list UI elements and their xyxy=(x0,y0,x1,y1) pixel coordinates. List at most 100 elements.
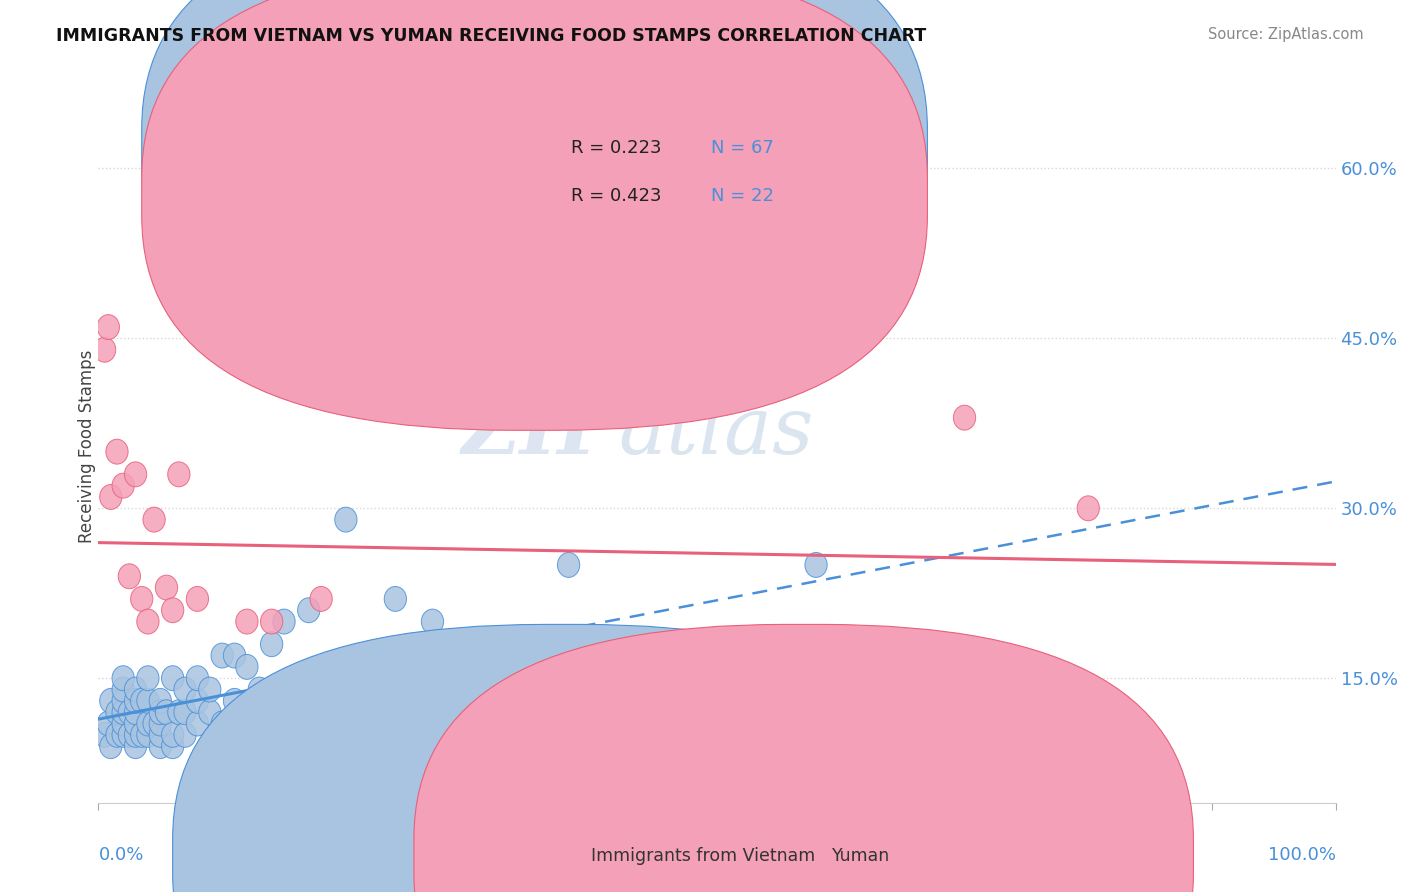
Ellipse shape xyxy=(247,677,270,702)
Ellipse shape xyxy=(93,337,115,362)
FancyBboxPatch shape xyxy=(142,0,928,430)
Ellipse shape xyxy=(174,677,197,702)
Ellipse shape xyxy=(211,643,233,668)
Ellipse shape xyxy=(112,689,135,714)
Ellipse shape xyxy=(422,609,444,634)
Ellipse shape xyxy=(260,632,283,657)
Text: Source: ZipAtlas.com: Source: ZipAtlas.com xyxy=(1208,27,1364,42)
Text: 0.0%: 0.0% xyxy=(98,846,143,863)
Ellipse shape xyxy=(112,711,135,736)
Ellipse shape xyxy=(1077,496,1099,521)
Text: IMMIGRANTS FROM VIETNAM VS YUMAN RECEIVING FOOD STAMPS CORRELATION CHART: IMMIGRANTS FROM VIETNAM VS YUMAN RECEIVI… xyxy=(56,27,927,45)
Ellipse shape xyxy=(186,689,208,714)
Ellipse shape xyxy=(198,699,221,724)
Text: atlas: atlas xyxy=(619,393,814,470)
Ellipse shape xyxy=(105,439,128,464)
Ellipse shape xyxy=(236,609,259,634)
FancyBboxPatch shape xyxy=(482,103,877,239)
Ellipse shape xyxy=(124,734,146,758)
Ellipse shape xyxy=(118,699,141,724)
Ellipse shape xyxy=(136,723,159,747)
Ellipse shape xyxy=(162,734,184,758)
Ellipse shape xyxy=(112,473,135,498)
Ellipse shape xyxy=(162,598,184,623)
Ellipse shape xyxy=(557,552,579,577)
Ellipse shape xyxy=(143,508,166,533)
Ellipse shape xyxy=(155,699,177,724)
Ellipse shape xyxy=(149,689,172,714)
Ellipse shape xyxy=(131,689,153,714)
Ellipse shape xyxy=(136,689,159,714)
FancyBboxPatch shape xyxy=(173,624,952,892)
FancyBboxPatch shape xyxy=(413,624,1194,892)
Ellipse shape xyxy=(186,711,208,736)
Ellipse shape xyxy=(136,609,159,634)
Ellipse shape xyxy=(174,699,197,724)
Ellipse shape xyxy=(167,462,190,487)
Ellipse shape xyxy=(149,734,172,758)
Ellipse shape xyxy=(520,756,543,781)
Ellipse shape xyxy=(186,586,208,611)
Ellipse shape xyxy=(149,723,172,747)
Text: 100.0%: 100.0% xyxy=(1268,846,1336,863)
Ellipse shape xyxy=(112,699,135,724)
Ellipse shape xyxy=(953,405,976,430)
Ellipse shape xyxy=(97,711,120,736)
Ellipse shape xyxy=(211,711,233,736)
Ellipse shape xyxy=(100,689,122,714)
Text: ZIP: ZIP xyxy=(461,393,619,470)
Ellipse shape xyxy=(335,508,357,533)
Ellipse shape xyxy=(360,655,382,680)
Ellipse shape xyxy=(149,699,172,724)
Ellipse shape xyxy=(224,689,246,714)
Ellipse shape xyxy=(124,677,146,702)
Ellipse shape xyxy=(100,484,122,509)
Ellipse shape xyxy=(706,665,728,690)
Text: N = 67: N = 67 xyxy=(711,139,773,157)
Text: R = 0.423: R = 0.423 xyxy=(571,187,662,205)
Ellipse shape xyxy=(768,655,790,680)
Ellipse shape xyxy=(309,586,332,611)
Ellipse shape xyxy=(143,711,166,736)
Ellipse shape xyxy=(124,689,146,714)
Text: Yuman: Yuman xyxy=(832,847,890,865)
Ellipse shape xyxy=(131,723,153,747)
Ellipse shape xyxy=(124,699,146,724)
Ellipse shape xyxy=(186,665,208,690)
Ellipse shape xyxy=(273,609,295,634)
Ellipse shape xyxy=(236,699,259,724)
Ellipse shape xyxy=(162,723,184,747)
Ellipse shape xyxy=(112,665,135,690)
Ellipse shape xyxy=(384,586,406,611)
Ellipse shape xyxy=(167,699,190,724)
Ellipse shape xyxy=(131,586,153,611)
Ellipse shape xyxy=(285,665,308,690)
Ellipse shape xyxy=(100,734,122,758)
Ellipse shape xyxy=(211,723,233,747)
Ellipse shape xyxy=(97,315,120,340)
Ellipse shape xyxy=(149,711,172,736)
Ellipse shape xyxy=(105,723,128,747)
Ellipse shape xyxy=(118,723,141,747)
FancyBboxPatch shape xyxy=(142,0,928,382)
Ellipse shape xyxy=(236,655,259,680)
Ellipse shape xyxy=(298,598,321,623)
Ellipse shape xyxy=(260,609,283,634)
Text: N = 22: N = 22 xyxy=(711,187,773,205)
Text: Immigrants from Vietnam: Immigrants from Vietnam xyxy=(591,847,815,865)
Ellipse shape xyxy=(124,462,146,487)
Ellipse shape xyxy=(198,677,221,702)
Ellipse shape xyxy=(112,723,135,747)
Ellipse shape xyxy=(136,665,159,690)
Ellipse shape xyxy=(112,677,135,702)
Ellipse shape xyxy=(93,723,115,747)
Text: R = 0.223: R = 0.223 xyxy=(571,139,662,157)
Ellipse shape xyxy=(458,665,481,690)
Ellipse shape xyxy=(162,665,184,690)
Ellipse shape xyxy=(804,552,827,577)
Ellipse shape xyxy=(118,564,141,589)
Ellipse shape xyxy=(124,723,146,747)
Ellipse shape xyxy=(360,655,382,680)
Ellipse shape xyxy=(136,711,159,736)
Ellipse shape xyxy=(105,699,128,724)
